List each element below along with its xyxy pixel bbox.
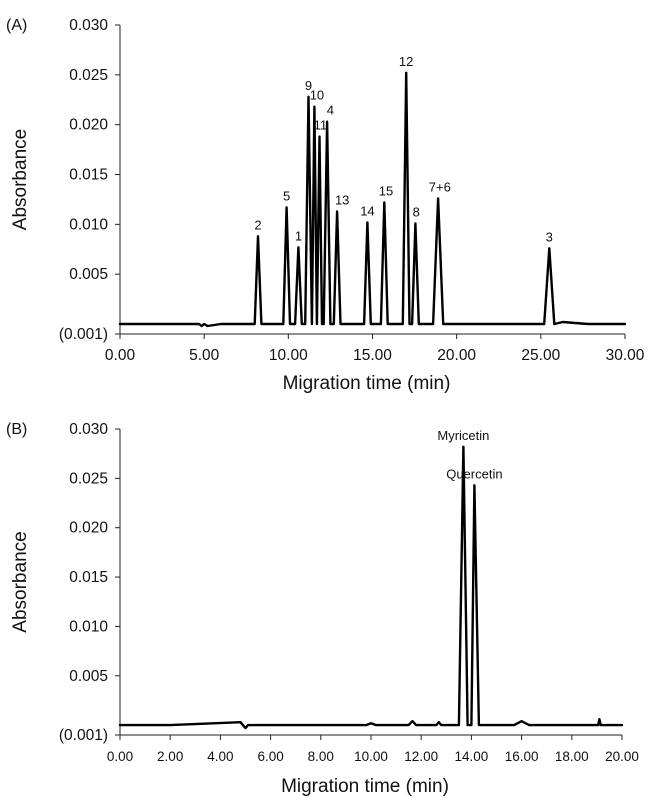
y-tick-label: 0.030: [69, 421, 108, 438]
x-tick-label: 0.00: [105, 347, 136, 364]
peak-label: 15: [379, 183, 393, 198]
y-tick-label: (0.001): [59, 326, 108, 343]
y-axis-title: Absorbance: [10, 129, 31, 230]
x-tick-label: 25.00: [521, 347, 560, 364]
peak-label: 5: [283, 188, 290, 203]
x-tick-label: 10.00: [269, 347, 308, 364]
panel-label: (B): [6, 421, 27, 438]
peak-label: 11: [314, 118, 328, 133]
x-tick-label: 4.00: [207, 749, 233, 764]
peak-label: 8: [413, 204, 420, 219]
peak-label: 14: [360, 203, 374, 218]
peak-label: 10: [310, 88, 324, 103]
x-tick-label: 14.00: [455, 749, 489, 764]
y-tick-label: 0.025: [69, 67, 108, 84]
y-tick-label: 0.005: [69, 668, 108, 685]
y-tick-label: 0.020: [69, 117, 108, 134]
chart-panel-a: (0.001)0.0050.0100.0150.0200.0250.0300.0…: [6, 17, 645, 394]
x-tick-label: 5.00: [189, 347, 220, 364]
x-tick-label: 8.00: [308, 749, 334, 764]
x-tick-label: 12.00: [404, 749, 438, 764]
x-tick-label: 20.00: [605, 749, 639, 764]
x-tick-label: 30.00: [606, 347, 645, 364]
x-tick-label: 10.00: [354, 749, 388, 764]
y-tick-label: 0.025: [69, 470, 108, 487]
peak-label: 13: [335, 192, 349, 207]
x-tick-label: 20.00: [437, 347, 476, 364]
peak-label: 9: [305, 78, 312, 93]
panel-label: (A): [6, 17, 27, 34]
peak-label: 7+6: [429, 179, 451, 194]
x-tick-label: 15.00: [353, 347, 392, 364]
x-tick-label: 2.00: [157, 749, 183, 764]
x-axis-title: Migration time (min): [283, 373, 451, 394]
y-tick-label: 0.005: [69, 266, 108, 283]
y-tick-label: 0.010: [69, 618, 108, 635]
series-line: [118, 445, 624, 730]
y-tick-label: 0.015: [69, 167, 108, 184]
peak-label: 2: [254, 217, 261, 232]
y-axis-title: Absorbance: [10, 531, 31, 632]
y-tick-label: 0.020: [69, 520, 108, 537]
x-tick-label: 0.00: [107, 749, 133, 764]
x-tick-label: 18.00: [555, 749, 589, 764]
series-line: [118, 71, 627, 328]
peak-label: Quercetin: [446, 466, 502, 481]
x-axis-title: Migration time (min): [281, 776, 449, 797]
y-tick-label: 0.015: [69, 569, 108, 586]
y-tick-label: (0.001): [59, 727, 108, 744]
peak-label: 1: [295, 228, 302, 243]
x-tick-label: 16.00: [505, 749, 539, 764]
chart-panel-b: (0.001) 0.005 0.010 0.015 0.020 0.025 0.030 0.0…: [6, 421, 639, 797]
peak-label: Myricetin: [437, 428, 489, 443]
peak-label: 3: [546, 229, 553, 244]
peak-label: 12: [399, 54, 413, 69]
y-tick-label: 0.010: [69, 216, 108, 233]
y-tick-label: 0.030: [69, 17, 108, 34]
peak-label: 4: [327, 103, 334, 118]
x-tick-label: 6.00: [257, 749, 283, 764]
